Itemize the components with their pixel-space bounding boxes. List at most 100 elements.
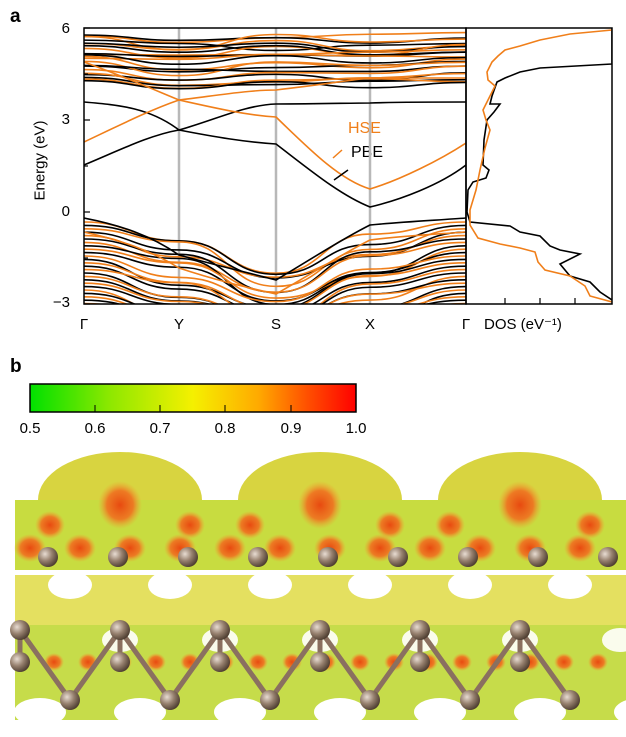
- atom: [310, 652, 330, 672]
- isosurface-hole: [114, 698, 166, 726]
- isosurface-hole: [348, 571, 392, 599]
- colorbar-tick-0-9: 0.9: [280, 420, 302, 437]
- hse-key-bands: [84, 61, 466, 295]
- atom: [178, 547, 198, 567]
- valence-band-line: [84, 255, 466, 303]
- bond: [517, 628, 573, 702]
- x-tick-gamma-start: Γ: [79, 316, 89, 333]
- isosurface-middle: [15, 575, 626, 625]
- bond: [467, 628, 523, 702]
- conduction-band-line: [84, 39, 466, 52]
- atom: [560, 690, 580, 710]
- colorbar-tick-0-8: 0.8: [214, 420, 236, 437]
- valence-band-line: [84, 265, 466, 304]
- bond: [117, 628, 173, 702]
- atom: [318, 547, 338, 567]
- bond: [17, 628, 73, 702]
- isosurface-hole: [414, 698, 466, 726]
- conduction-band-line: [84, 44, 466, 56]
- elf-hotspot: [435, 511, 465, 539]
- valence-band-line: [84, 268, 466, 304]
- isosurface-hole: [548, 571, 592, 599]
- atom: [110, 620, 130, 640]
- colorbar-tick-0-5: 0.5: [19, 420, 41, 437]
- atom: [210, 652, 230, 672]
- conduction-band-line: [84, 65, 466, 82]
- colorbar-tick-0-6: 0.6: [84, 420, 106, 437]
- isosurface-hole: [48, 571, 92, 599]
- elf-hotspot: [564, 534, 596, 562]
- dos-pbe-curve: [466, 28, 612, 301]
- colorbar-tick-1-0: 1.0: [345, 420, 367, 437]
- atom: [60, 690, 80, 710]
- y-axis-ticks: [84, 27, 90, 305]
- elf-hotspot: [175, 511, 205, 539]
- conduction-band-line: [84, 76, 466, 87]
- atom: [108, 547, 128, 567]
- elf-hotspot: [14, 534, 46, 562]
- dos-hse-curve: [469, 29, 612, 303]
- legend-pbe-label: PBE: [351, 144, 384, 161]
- x-tick-x: X: [364, 316, 375, 333]
- elf-hotspot: [35, 511, 65, 539]
- atom: [410, 652, 430, 672]
- conduction-band-line: [84, 60, 466, 77]
- bond: [417, 628, 473, 702]
- atom: [310, 620, 330, 640]
- elf-hotspot: [298, 481, 342, 529]
- isosurface-hole: [148, 571, 192, 599]
- bond: [317, 628, 373, 702]
- bond: [167, 628, 223, 702]
- elf-hotspot: [235, 511, 265, 539]
- band-structure-plot: [83, 27, 467, 305]
- atom: [458, 547, 478, 567]
- atom: [260, 690, 280, 710]
- pbe-legend-pointer: [333, 169, 349, 181]
- elf-hotspot: [498, 481, 542, 529]
- dos-axis-label: DOS (eV⁻¹): [484, 316, 562, 333]
- atoms: [10, 547, 618, 710]
- atom: [528, 547, 548, 567]
- elf-hotspot: [364, 534, 396, 562]
- atom: [38, 547, 58, 567]
- pbe-key-bands: [84, 101, 466, 281]
- atom: [10, 652, 30, 672]
- conduction-band-line: [84, 54, 466, 66]
- atom: [110, 652, 130, 672]
- valence-band-line: [84, 241, 466, 293]
- valence-band-line: [84, 282, 466, 304]
- x-tick-s: S: [270, 316, 281, 333]
- valence-band-line: [84, 275, 466, 304]
- valence-band-line: [84, 262, 466, 304]
- elf-hotspot: [98, 481, 142, 529]
- bond: [267, 628, 323, 702]
- elf-hotspot: [554, 653, 574, 671]
- dos-plot: [465, 27, 613, 305]
- isosurface-hole: [248, 571, 292, 599]
- elf-hotspot: [264, 534, 296, 562]
- atom: [510, 620, 530, 640]
- elf-base: [10, 452, 626, 726]
- conduction-band-line: [84, 53, 466, 61]
- atom: [210, 620, 230, 640]
- elf-hotspot: [350, 653, 370, 671]
- atom: [410, 620, 430, 640]
- valence-band-line: [84, 228, 466, 288]
- atom: [160, 690, 180, 710]
- elf-isosurface-render: [10, 452, 626, 730]
- legend-hse-label: HSE: [348, 120, 381, 137]
- colorbar: [29, 383, 357, 413]
- y-tick-3: 3: [61, 111, 70, 128]
- isosurface-hole: [14, 698, 66, 726]
- isosurface-hole: [514, 698, 566, 726]
- elf-hotspot: [588, 653, 608, 671]
- atom: [598, 547, 618, 567]
- atom: [388, 547, 408, 567]
- atom: [360, 690, 380, 710]
- elf-hotspot: [375, 511, 405, 539]
- atom: [248, 547, 268, 567]
- panel-b-letter: b: [10, 356, 22, 377]
- isosurface-hole: [602, 628, 626, 652]
- conduction-band-line: [84, 64, 466, 73]
